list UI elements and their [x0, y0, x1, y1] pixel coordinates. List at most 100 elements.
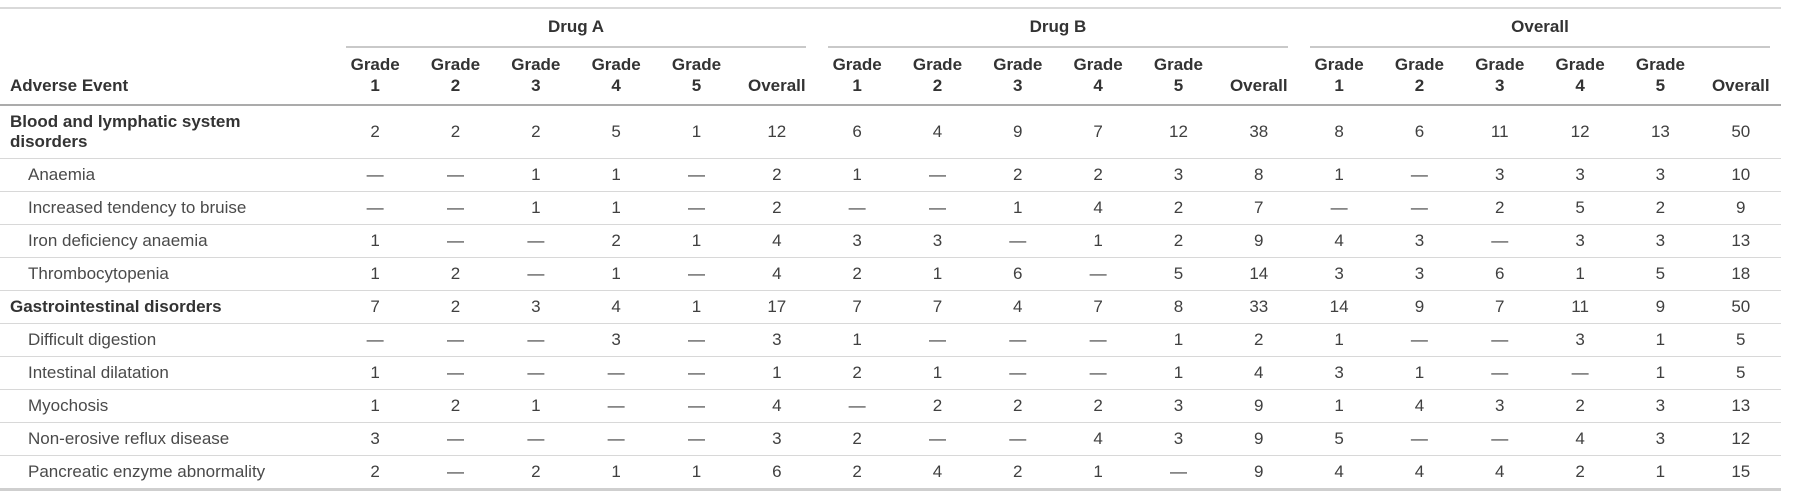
- table-row-difficult-digestion: Difficult digestion — — —3—3 1— — —1 2 1— —3 1 5: [0, 323, 1781, 357]
- row-label: Iron deficiency anaemia: [0, 224, 335, 258]
- table-cell: 3: [816, 224, 898, 258]
- table-cell: —: [495, 422, 576, 456]
- table-cell: —: [897, 191, 978, 225]
- table-cell: 2: [575, 224, 657, 258]
- row-label: Non-erosive reflux disease: [0, 422, 335, 456]
- table-cell: —: [1057, 323, 1139, 357]
- table-cell: 3: [1620, 422, 1701, 456]
- table-cell: 7: [897, 290, 978, 324]
- table-cell: —: [1379, 323, 1460, 357]
- table-cell: 3: [1459, 158, 1540, 192]
- table-cell: 1: [897, 356, 978, 390]
- table-header: Drug A Drug B Overall Adverse Event Grad…: [0, 8, 1781, 106]
- table-cell: 2: [816, 356, 898, 390]
- table-cell: —: [1459, 422, 1540, 456]
- column-header-drug-b-grade-2: Grade 2: [897, 48, 978, 106]
- row-label: Gastrointestinal disorders: [0, 290, 335, 324]
- table-cell: —: [897, 323, 978, 357]
- table-cell: 1: [736, 356, 817, 390]
- table-cell: 2: [816, 257, 898, 291]
- table-cell: —: [415, 323, 496, 357]
- table-cell: 1: [575, 191, 657, 225]
- column-header-drug-a-grade-5: Grade 5: [656, 48, 737, 106]
- table-cell: —: [656, 389, 737, 423]
- table-cell: —: [1138, 455, 1219, 491]
- table-cell: 7: [1459, 290, 1540, 324]
- table-cell: 4: [1459, 455, 1540, 491]
- table-cell: 15: [1700, 455, 1781, 491]
- table-cell: 1: [1298, 158, 1380, 192]
- table-cell: 2: [816, 455, 898, 491]
- table-cell: 7: [335, 290, 416, 324]
- table-cell: 1: [1138, 323, 1219, 357]
- table-cell: —: [656, 257, 737, 291]
- table-cell: 1: [495, 191, 576, 225]
- column-header-drug-a-overall: Overall: [736, 48, 817, 106]
- table-cell: 9: [1620, 290, 1701, 324]
- table-row-blood-and-lymphatic-system-disorders: Blood and lymphatic system disorders 2 2 2 5…: [0, 105, 1781, 159]
- table-cell: 9: [1218, 224, 1299, 258]
- table-cell: 17: [736, 290, 817, 324]
- table-cell: —: [656, 323, 737, 357]
- table-cell: 9: [1379, 290, 1460, 324]
- row-label: Anaemia: [0, 158, 335, 192]
- group-label-drug-a: Drug A: [346, 9, 806, 48]
- group-header-spacer: [0, 8, 335, 48]
- table-row-increased-tendency-to-bruise: Increased tendency to bruise — —1 1—2— —1 4 2 7…: [0, 191, 1781, 225]
- table-cell: 2: [1218, 323, 1299, 357]
- table-cell: 3: [1138, 158, 1219, 192]
- table-cell: 6: [736, 455, 817, 491]
- table-cell: 1: [1138, 356, 1219, 390]
- table-cell: —: [816, 389, 898, 423]
- column-header-overall-overall: Overall: [1700, 48, 1781, 106]
- table-row-myochosis: Myochosis 1 2 1— —4—2 2 2 3 9 1 4 3 2 3 13: [0, 389, 1781, 423]
- table-cell: 2: [415, 290, 496, 324]
- table-cell: 1: [575, 158, 657, 192]
- table-cell: 2: [977, 389, 1058, 423]
- table-cell: 1: [656, 224, 737, 258]
- table-cell: 5: [1539, 191, 1621, 225]
- group-header-row: Drug A Drug B Overall: [0, 8, 1781, 48]
- group-label-overall: Overall: [1309, 9, 1770, 48]
- table-cell: —: [656, 356, 737, 390]
- column-header-drug-b-grade-3: Grade 3: [977, 48, 1058, 106]
- table-cell: 1: [335, 257, 416, 291]
- adverse-events-table: Drug A Drug B Overall Adverse Event Grad…: [0, 7, 1781, 491]
- table-cell: —: [1459, 224, 1540, 258]
- table-cell: 2: [816, 422, 898, 456]
- table-cell: 5: [1298, 422, 1380, 456]
- table-cell: —: [656, 422, 737, 456]
- table-cell: 1: [816, 323, 898, 357]
- table-cell: —: [335, 323, 416, 357]
- table-cell: —: [897, 158, 978, 192]
- table-cell: 1: [1620, 356, 1701, 390]
- table-cell: 3: [736, 323, 817, 357]
- table-cell: 3: [1138, 422, 1219, 456]
- table-cell: —: [897, 422, 978, 456]
- column-header-overall-grade-5: Grade 5: [1620, 48, 1701, 106]
- table-cell: 5: [1700, 323, 1781, 357]
- table-cell: 13: [1700, 389, 1781, 423]
- table-row-anaemia: Anaemia — —1 1—2 1—2 2 3 8 1—3 3 3 10: [0, 158, 1781, 192]
- table-cell: 2: [335, 455, 416, 491]
- column-header-drug-b-grade-1: Grade 1: [816, 48, 898, 106]
- table-cell: 2: [1539, 389, 1621, 423]
- table-cell: —: [495, 356, 576, 390]
- table-cell: 2: [1138, 224, 1219, 258]
- table-cell: —: [575, 422, 657, 456]
- table-cell: 3: [1539, 158, 1621, 192]
- table-cell: 3: [1539, 323, 1621, 357]
- table-cell: 38: [1218, 105, 1299, 159]
- table-cell: 3: [897, 224, 978, 258]
- table-cell: 3: [1298, 356, 1380, 390]
- table-cell: 4: [1379, 389, 1460, 423]
- table-cell: —: [495, 224, 576, 258]
- column-header-overall-grade-4: Grade 4: [1539, 48, 1621, 106]
- table-row-non-erosive-reflux-disease: Non-erosive reflux disease 3— — — —3 2— —4 3 9 5—…: [0, 422, 1781, 456]
- table-cell: 4: [1057, 191, 1139, 225]
- column-header-overall-grade-2: Grade 2: [1379, 48, 1460, 106]
- table-cell: 3: [1539, 224, 1621, 258]
- table-cell: 12: [1539, 105, 1621, 159]
- table-cell: 1: [816, 158, 898, 192]
- table-cell: —: [1459, 356, 1540, 390]
